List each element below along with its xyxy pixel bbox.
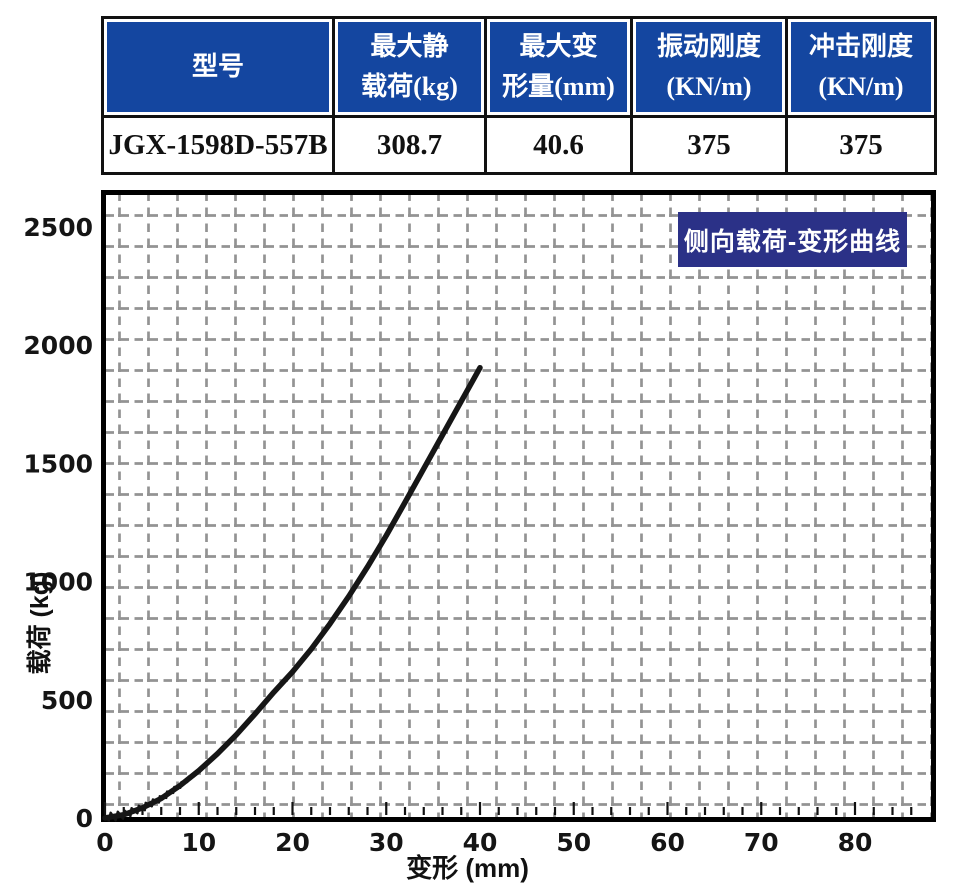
spec-table: 型号 最大静 载荷(kg) 最大变 形量(mm) 振动刚度 (KN/m) 冲击刚…: [101, 16, 937, 175]
plot-grid: [104, 193, 933, 819]
plot-frame: [101, 190, 936, 822]
x-axis-title: 变形 (mm): [406, 853, 529, 883]
value-max-deformation: 40.6: [484, 118, 630, 172]
y-axis-title: 载荷 (kg): [26, 571, 54, 675]
curve-sketch-texture: [107, 762, 209, 822]
header-label-vibration-stiffness: 振动刚度 (KN/m): [636, 22, 782, 112]
header-cell-impact-stiffness: 冲击刚度 (KN/m): [785, 19, 934, 115]
x-tick-label: 10: [181, 828, 216, 857]
value-max-static-load: 308.7: [332, 118, 484, 172]
y-tick-label: 0: [76, 804, 93, 833]
header-label-max-deformation: 最大变 形量(mm): [490, 22, 627, 112]
y-tick-label: 500: [41, 686, 93, 715]
value-impact-stiffness: 375: [785, 118, 934, 172]
chart-title-badge: 侧向载荷-变形曲线: [678, 212, 907, 267]
header-label-model: 型号: [107, 22, 329, 112]
header-cell-model: 型号: [104, 19, 332, 115]
x-tick-label: 40: [463, 828, 498, 857]
value-vibration-stiffness: 375: [630, 118, 785, 172]
y-tick-label: 2500: [23, 213, 93, 242]
x-tick-label: 0: [96, 828, 113, 857]
x-tick-label: 80: [838, 828, 873, 857]
y-tick-label: 1000: [23, 568, 93, 597]
x-tick-label: 30: [369, 828, 404, 857]
y-tick-label: 2000: [23, 331, 93, 360]
x-tick-label: 60: [650, 828, 685, 857]
spec-table-data-row: JGX-1598D-557B 308.7 40.6 375 375: [104, 115, 934, 172]
x-tick-label: 70: [744, 828, 779, 857]
header-cell-vibration-stiffness: 振动刚度 (KN/m): [630, 19, 785, 115]
header-label-max-static-load: 最大静 载荷(kg): [338, 22, 481, 112]
x-tick-label: 20: [275, 828, 310, 857]
y-tick-label: 1500: [23, 449, 93, 478]
value-model: JGX-1598D-557B: [108, 128, 328, 161]
x-tick-label: 50: [556, 828, 591, 857]
header-cell-max-deformation: 最大变 形量(mm): [484, 19, 630, 115]
header-label-impact-stiffness: 冲击刚度 (KN/m): [791, 22, 931, 112]
spec-table-header-row: 型号 最大静 载荷(kg) 最大变 形量(mm) 振动刚度 (KN/m) 冲击刚…: [104, 19, 934, 115]
header-cell-max-static-load: 最大静 载荷(kg): [332, 19, 484, 115]
